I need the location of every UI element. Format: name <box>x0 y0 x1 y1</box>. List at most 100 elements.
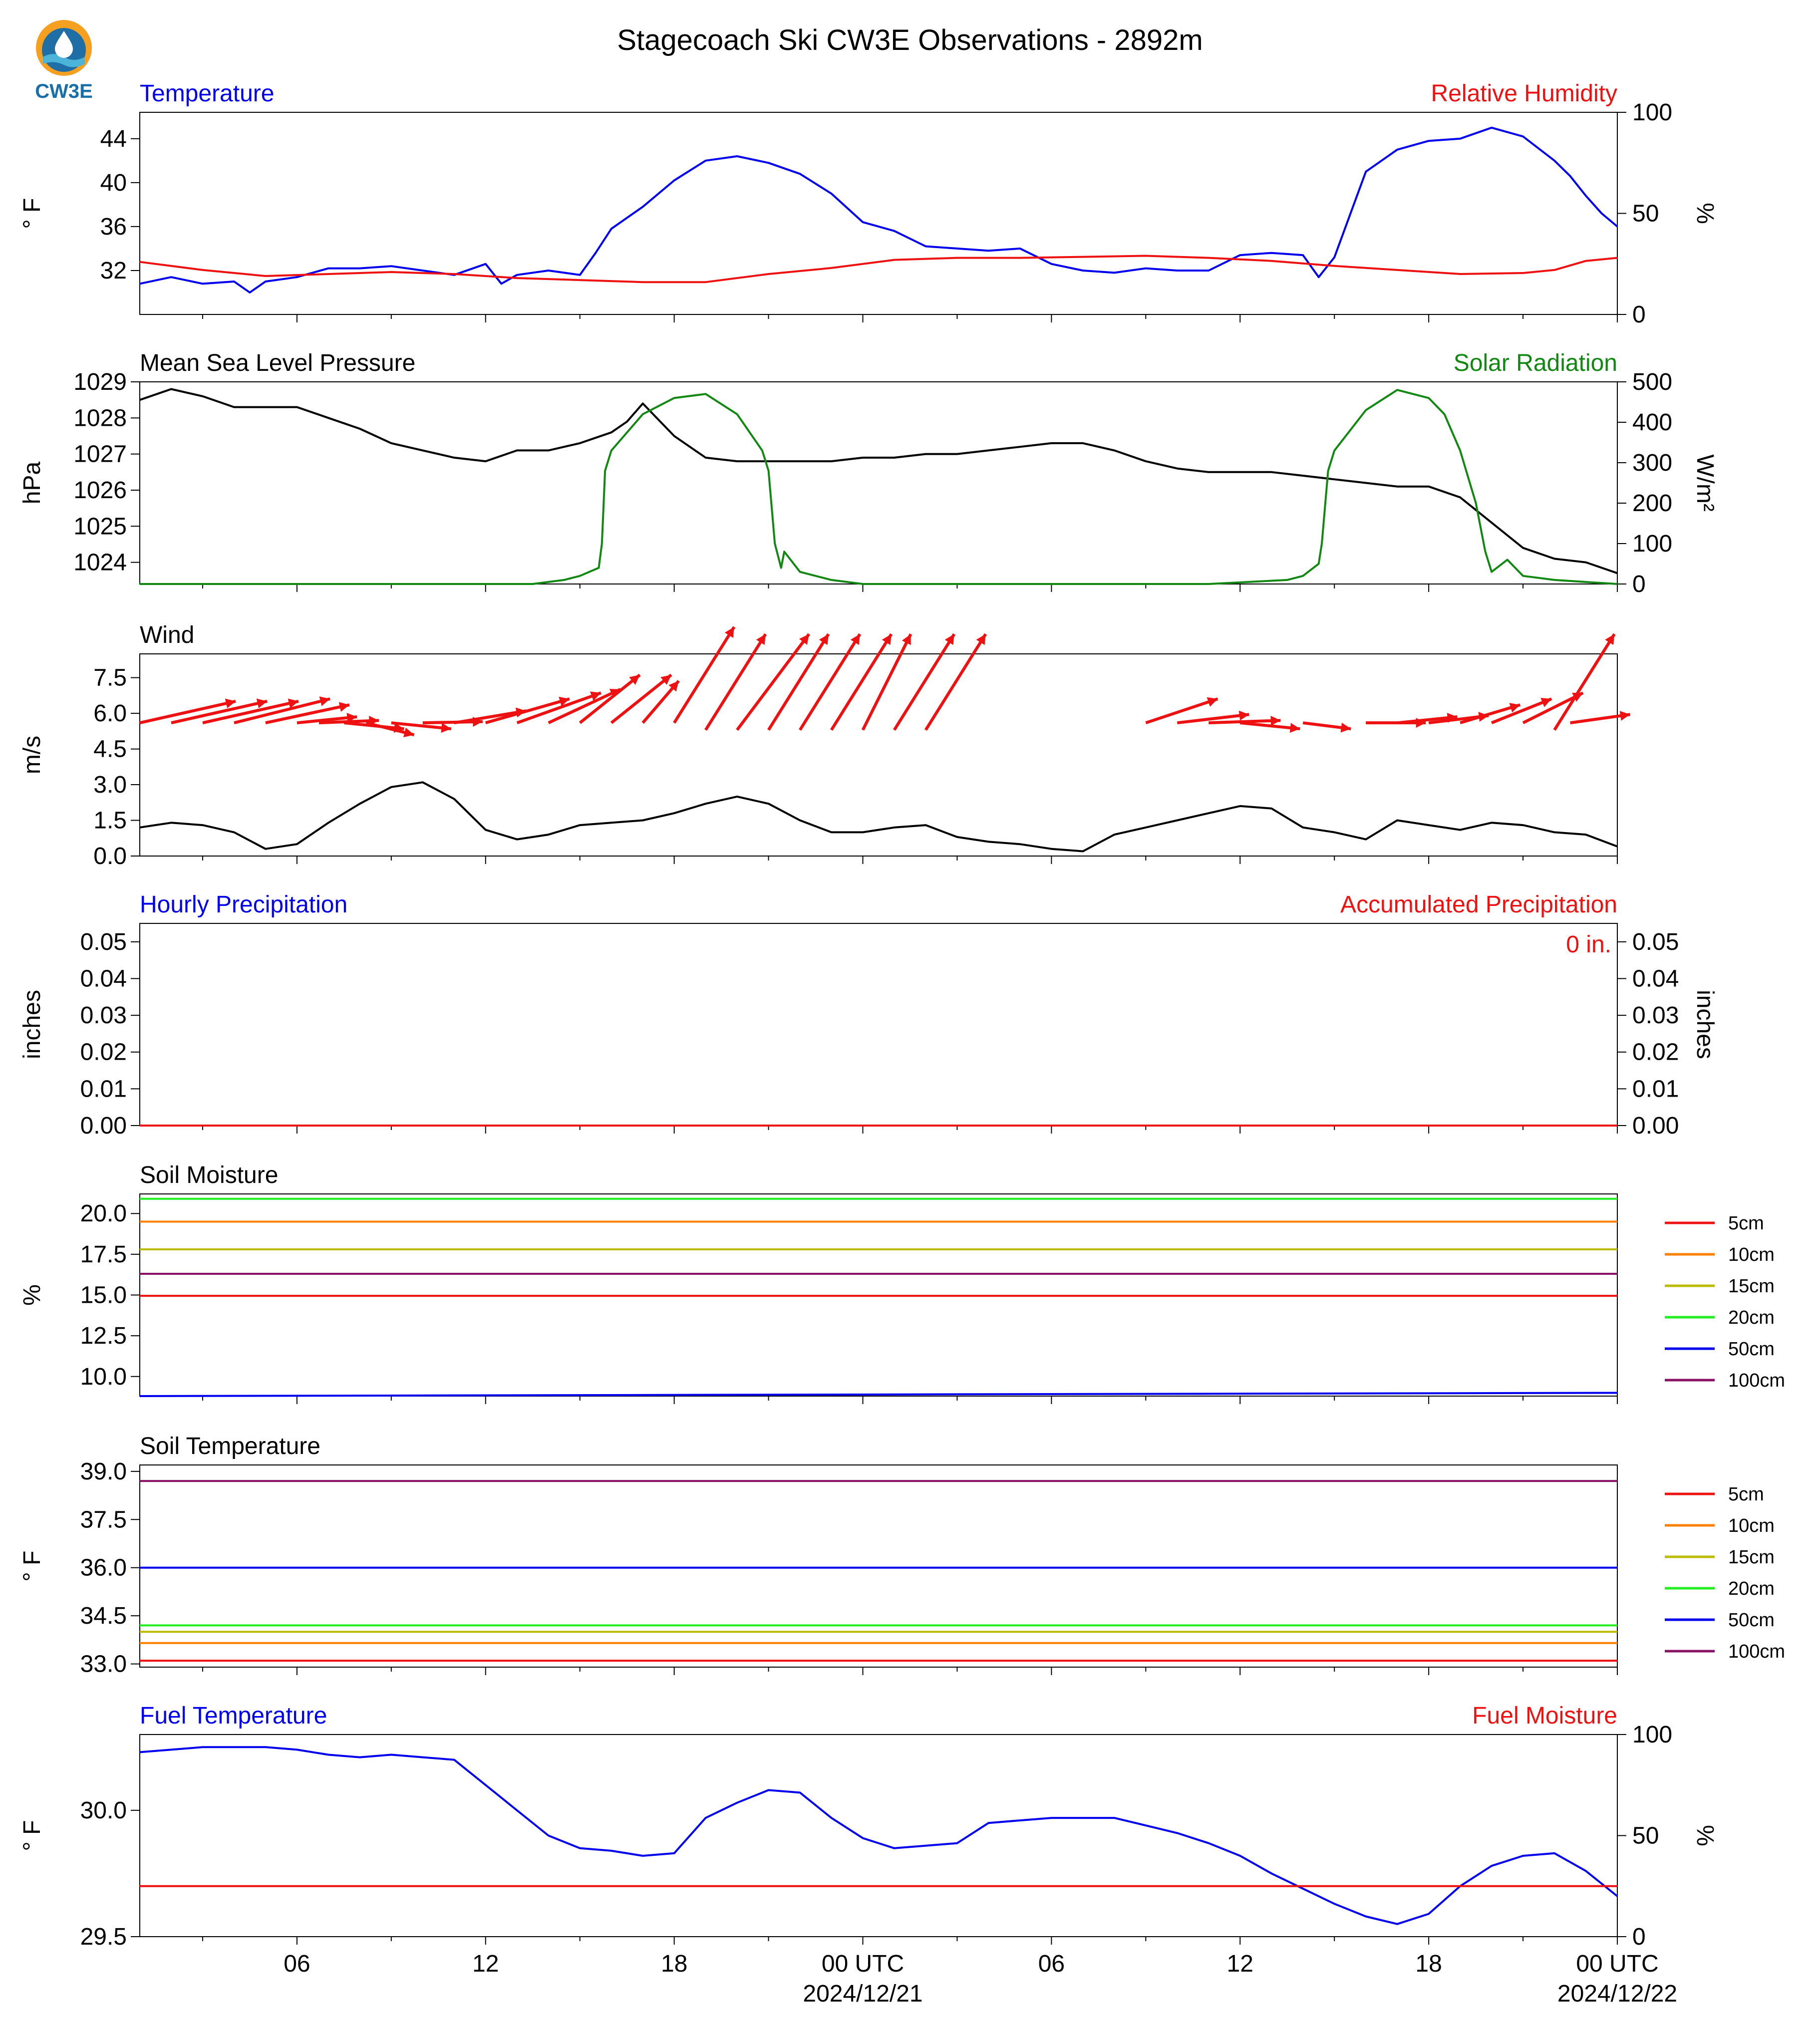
soil_temperature-ytick-label: 37.5 <box>80 1506 127 1533</box>
fuel-series-0-line <box>139 1746 1618 1925</box>
time-axis: 06 12 18 00 UTC 06 12 18 00 UTC 2024/12/21 2024/1… <box>284 1951 1677 2007</box>
precipitation-ytick-right-label: 0.01 <box>1632 1076 1679 1102</box>
fuel-ytick-label: 30.0 <box>80 1797 127 1824</box>
pressure-ytick-right-label: 500 <box>1632 369 1672 395</box>
precipitation-right-title: Accumulated Precipitation <box>1340 891 1617 918</box>
fuel-ytick-right-label: 50 <box>1632 1823 1659 1849</box>
wind-arrow <box>1145 697 1218 725</box>
temperature-right-title: Relative Humidity <box>1431 80 1617 107</box>
soil_temperature-legend-label-5cm: 5cm <box>1728 1484 1764 1505</box>
x-date-label: 2024/12/22 <box>1557 1981 1677 2007</box>
pressure-ylabel: hPa <box>19 461 45 504</box>
x-tick-label: 06 <box>1038 1951 1065 1977</box>
soil_temperature-legend-label-20cm: 20cm <box>1728 1578 1775 1599</box>
wind-arrow-head <box>660 675 671 685</box>
wind-arrow-head <box>819 634 829 645</box>
wind-arrow <box>202 700 299 725</box>
wind-arrow-head <box>288 698 299 708</box>
soil_moisture-title: Soil Moisture <box>140 1162 278 1188</box>
wind-arrow <box>1209 719 1281 725</box>
soil_temperature-title: Soil Temperature <box>140 1433 320 1459</box>
x-tick-label: 06 <box>284 1951 310 1977</box>
precipitation-ytick-label: 0.05 <box>80 929 127 955</box>
pressure-ytick-label: 1025 <box>73 513 127 540</box>
panel-soil_temperature: Soil Temperature 33.0 34.5 36.0 37.5 39.0 ° F 5… <box>19 1433 1785 1678</box>
wind-arrow <box>830 633 893 731</box>
wind-arrow-head <box>319 696 330 706</box>
soil_moisture-ytick-label: 17.5 <box>80 1241 127 1268</box>
figure-title: Stagecoach Ski CW3E Observations - 2892m <box>617 24 1203 56</box>
soil_temperature-ylabel: ° F <box>19 1551 45 1582</box>
wind-arrow <box>673 626 736 724</box>
wind-arrow <box>234 697 330 725</box>
pressure-ytick-label: 1028 <box>73 405 127 431</box>
wind-arrow <box>548 688 621 724</box>
fuel-frame <box>139 1734 1618 1937</box>
temperature-ytick-right-label: 100 <box>1632 99 1672 126</box>
soil_temperature-ytick-label: 39.0 <box>80 1458 127 1485</box>
wind-title: Wind <box>140 622 194 648</box>
x-tick-label: 12 <box>472 1951 499 1977</box>
wind-ytick-label: 7.5 <box>93 665 127 691</box>
soil_moisture-legend-label-5cm: 5cm <box>1728 1213 1764 1234</box>
pressure-title: Mean Sea Level Pressure <box>140 350 415 376</box>
wind-arrow-head <box>629 675 640 685</box>
wind-arrow <box>579 673 641 724</box>
wind-ytick-label: 6.0 <box>93 700 127 727</box>
panel-wind: Wind 0.0 1.5 3.0 4.5 6.0 7.5 m/s <box>19 622 1631 869</box>
wind-arrow-head <box>1289 723 1300 733</box>
wind-arrow-head <box>1270 716 1281 726</box>
soil_temperature-legend-label-100cm: 100cm <box>1728 1641 1785 1662</box>
temperature-series-0-line <box>139 126 1618 293</box>
soil_temperature-legend-label-15cm: 15cm <box>1728 1547 1775 1568</box>
pressure-right-title: Solar Radiation <box>1454 350 1617 376</box>
soil_moisture-ytick-label: 12.5 <box>80 1323 127 1349</box>
soil_temperature-legend-label-10cm: 10cm <box>1728 1515 1775 1536</box>
temperature-title: Temperature <box>140 80 274 107</box>
wind-arrow-head <box>1509 703 1520 713</box>
wind-arrow <box>1553 633 1616 731</box>
wind-arrow-head <box>225 698 236 708</box>
fuel-ylabel-right: % <box>1692 1825 1718 1846</box>
fuel-title: Fuel Temperature <box>140 1703 327 1729</box>
wind-arrow <box>297 715 357 725</box>
panel-fuel: Fuel Temperature Fuel Moisture 29.5 30.0 ° F… <box>19 1703 1718 1950</box>
temperature-ytick-label: 32 <box>100 258 127 284</box>
precipitation-ytick-label: 0.01 <box>80 1076 127 1102</box>
wind-arrow <box>893 633 956 731</box>
fuel-ylabel: ° F <box>19 1820 45 1851</box>
precipitation-ytick-label: 0.04 <box>80 965 127 992</box>
soil_moisture-ytick-label: 10.0 <box>80 1364 127 1390</box>
wind-arrow-head <box>976 634 986 645</box>
wind-arrow-head <box>559 696 570 707</box>
soil_temperature-ytick-label: 36.0 <box>80 1555 127 1581</box>
pressure-ytick-right-label: 200 <box>1632 490 1672 517</box>
wind-arrow-head <box>668 681 679 692</box>
pressure-ytick-label: 1024 <box>73 550 127 576</box>
wind-arrow <box>1177 713 1249 725</box>
wind-arrow-head <box>944 634 954 645</box>
panel-pressure: Mean Sea Level Pressure Solar Radiation 10… <box>19 350 1718 597</box>
temperature-ytick-right-label: 0 <box>1632 301 1646 328</box>
wind-arrow-head <box>1340 722 1351 733</box>
logo-drop-icon <box>55 31 73 58</box>
fuel-ytick-right-label: 0 <box>1632 1924 1646 1950</box>
temperature-ylabel: ° F <box>19 198 45 229</box>
panels: Temperature Relative Humidity 32 36 40 44 ° F 0… <box>19 80 1785 1950</box>
x-tick-label: 12 <box>1227 1951 1253 1977</box>
pressure-ytick-label: 1027 <box>73 441 127 468</box>
soil_temperature-frame <box>139 1464 1618 1668</box>
fuel-right-title: Fuel Moisture <box>1472 1703 1617 1729</box>
wind-arrow <box>485 697 570 725</box>
wind-arrow-head <box>724 627 734 638</box>
pressure-frame <box>139 381 1618 584</box>
wind-series-0-line <box>139 781 1618 853</box>
wind-arrow <box>265 703 350 725</box>
wind-frame <box>139 653 1618 857</box>
soil_moisture-legend-label-50cm: 50cm <box>1728 1339 1775 1360</box>
wind-arrow-head <box>1619 711 1630 721</box>
pressure-ytick-right-label: 100 <box>1632 531 1672 557</box>
wind-arrow-head <box>590 691 601 701</box>
pressure-series-1-line <box>140 389 1618 585</box>
